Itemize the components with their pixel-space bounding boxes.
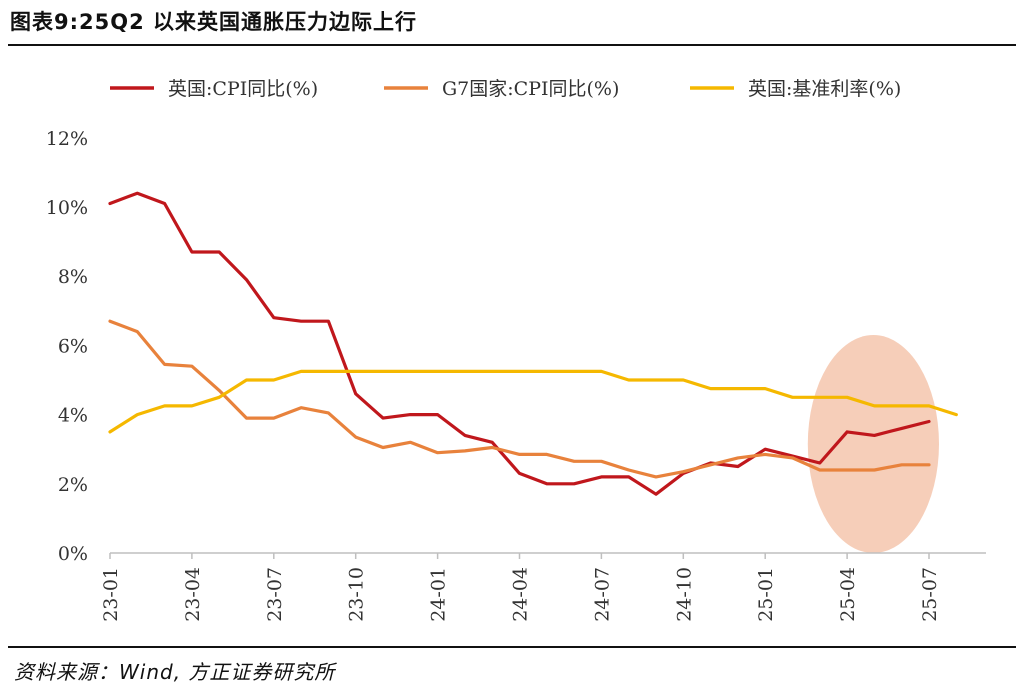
- x-tick-label: 24-10: [673, 567, 695, 622]
- axis-layer: 0% 2% 4% 6% 8% 10% 12% 23-01 23-04 23-07 23-10 24-0…: [46, 128, 986, 622]
- source-note: 资料来源：Wind, 方正证券研究所: [14, 660, 336, 684]
- legend-label-2: G7国家:CPI同比(%): [442, 78, 619, 100]
- legend-label-1: 英国:CPI同比(%): [168, 78, 318, 100]
- x-tick-label: 23-10: [346, 567, 368, 622]
- y-tick-label: 10%: [46, 197, 88, 219]
- source-divider: [8, 646, 1016, 648]
- x-tick-label: 24-07: [591, 567, 613, 622]
- series-layer: [108, 191, 958, 496]
- series-line-3: [108, 369, 958, 434]
- x-tick-label: 23-01: [100, 567, 122, 622]
- title-divider: [8, 44, 1016, 46]
- page-title: 图表9:25Q2 以来英国通胀压力边际上行: [10, 10, 418, 34]
- y-tick-label: 2%: [58, 474, 88, 496]
- x-tick-label: 25-04: [837, 567, 859, 622]
- x-tick-label: 25-07: [919, 567, 941, 622]
- highlight-layer: [807, 335, 940, 553]
- x-tick-label: 23-04: [182, 567, 204, 622]
- x-tick-label: 24-04: [510, 567, 532, 622]
- highlight-ellipse: [807, 335, 940, 553]
- y-tick-label: 12%: [46, 128, 88, 150]
- series-line-1: [108, 191, 931, 496]
- x-tick-label: 23-07: [264, 567, 286, 622]
- x-tick-label: 24-01: [428, 567, 450, 622]
- y-tick-label: 8%: [58, 266, 88, 288]
- series-line-2: [108, 319, 931, 479]
- x-tick-label: 25-01: [755, 567, 777, 622]
- y-tick-label: 4%: [58, 405, 88, 427]
- legend: 英国:CPI同比(%) G7国家:CPI同比(%) 英国:基准利率(%): [110, 78, 901, 100]
- y-tick-label: 0%: [58, 543, 88, 565]
- legend-label-3: 英国:基准利率(%): [748, 78, 901, 100]
- y-tick-label: 6%: [58, 335, 88, 357]
